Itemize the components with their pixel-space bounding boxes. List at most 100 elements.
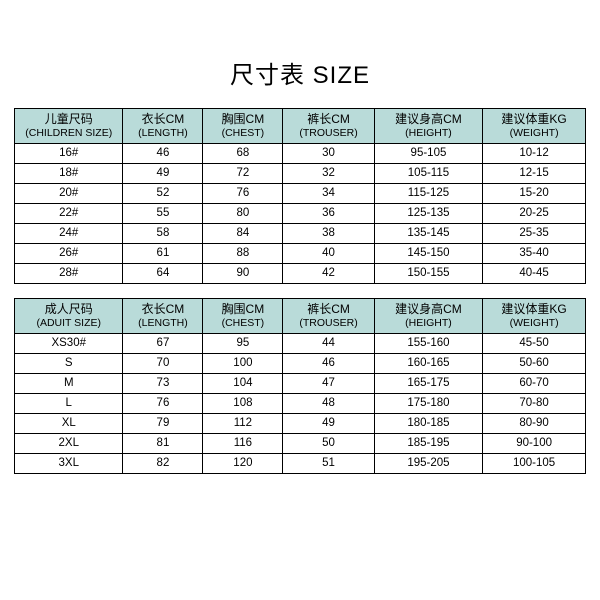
table-row: 18#497232105-11512-15	[15, 164, 586, 184]
table-cell: 46	[123, 144, 203, 164]
table-cell: 81	[123, 434, 203, 454]
table-header-row: 儿童尺码(CHILDREN SIZE)衣长CM(LENGTH)胸围CM(CHES…	[15, 109, 586, 144]
table-cell: 115-125	[374, 184, 482, 204]
table-cell: 51	[283, 454, 374, 474]
table-cell: M	[15, 374, 123, 394]
table-cell: 10-12	[483, 144, 586, 164]
table-cell: 44	[283, 334, 374, 354]
table-cell: 82	[123, 454, 203, 474]
column-header-cn: 建议身高CM	[375, 113, 482, 127]
table-row: 22#558036125-13520-25	[15, 204, 586, 224]
table-row: XS30#679544155-16045-50	[15, 334, 586, 354]
table-cell: 38	[283, 224, 374, 244]
table-cell: 15-20	[483, 184, 586, 204]
table-cell: 60-70	[483, 374, 586, 394]
table-cell: L	[15, 394, 123, 414]
table-cell: 90	[203, 264, 283, 284]
table-cell: 80	[203, 204, 283, 224]
table-cell: 28#	[15, 264, 123, 284]
table-cell: 100-105	[483, 454, 586, 474]
column-header: 建议身高CM(HEIGHT)	[374, 109, 482, 144]
table-cell: 88	[203, 244, 283, 264]
table-cell: 55	[123, 204, 203, 224]
table-cell: 67	[123, 334, 203, 354]
table-cell: 160-165	[374, 354, 482, 374]
column-header-en: (HEIGHT)	[375, 317, 482, 329]
table-cell: 185-195	[374, 434, 482, 454]
column-header-en: (CHEST)	[203, 317, 282, 329]
table-row: 28#649042150-15540-45	[15, 264, 586, 284]
table-cell: 70	[123, 354, 203, 374]
column-header-en: (LENGTH)	[123, 317, 202, 329]
column-header-cn: 胸围CM	[203, 303, 282, 317]
table-cell: 100	[203, 354, 283, 374]
table-cell: 40-45	[483, 264, 586, 284]
table-row: 24#588438135-14525-35	[15, 224, 586, 244]
table-cell: 42	[283, 264, 374, 284]
table-cell: 20#	[15, 184, 123, 204]
size-chart: 尺寸表 SIZE 儿童尺码(CHILDREN SIZE)衣长CM(LENGTH)…	[0, 0, 600, 600]
table-row: 16#46683095-10510-12	[15, 144, 586, 164]
column-header-en: (TROUSER)	[283, 127, 373, 139]
column-header: 衣长CM(LENGTH)	[123, 299, 203, 334]
table-cell: 64	[123, 264, 203, 284]
table-cell: 40	[283, 244, 374, 264]
table-cell: 145-150	[374, 244, 482, 264]
column-header-cn: 衣长CM	[123, 113, 202, 127]
column-header-cn: 裤长CM	[283, 113, 373, 127]
table-cell: 45-50	[483, 334, 586, 354]
column-header-cn: 建议身高CM	[375, 303, 482, 317]
column-header-cn: 成人尺码	[15, 303, 122, 317]
column-header-en: (WEIGHT)	[483, 127, 585, 139]
column-header-cn: 建议体重KG	[483, 113, 585, 127]
column-header-cn: 建议体重KG	[483, 303, 585, 317]
table-cell: 112	[203, 414, 283, 434]
table-cell: 61	[123, 244, 203, 264]
table-cell: 12-15	[483, 164, 586, 184]
table-cell: 2XL	[15, 434, 123, 454]
column-header-en: (LENGTH)	[123, 127, 202, 139]
table-cell: 108	[203, 394, 283, 414]
table-cell: 105-115	[374, 164, 482, 184]
column-header: 儿童尺码(CHILDREN SIZE)	[15, 109, 123, 144]
table-cell: 46	[283, 354, 374, 374]
table-cell: 116	[203, 434, 283, 454]
column-header-cn: 胸围CM	[203, 113, 282, 127]
column-header-en: (ADUIT SIZE)	[15, 317, 122, 329]
table-cell: 49	[283, 414, 374, 434]
column-header: 建议身高CM(HEIGHT)	[374, 299, 482, 334]
table-cell: 52	[123, 184, 203, 204]
table-cell: 72	[203, 164, 283, 184]
table-cell: 79	[123, 414, 203, 434]
table-cell: 32	[283, 164, 374, 184]
table-cell: 30	[283, 144, 374, 164]
table-cell: 24#	[15, 224, 123, 244]
table-row: M7310447165-17560-70	[15, 374, 586, 394]
column-header: 裤长CM(TROUSER)	[283, 109, 374, 144]
table-cell: S	[15, 354, 123, 374]
table-cell: 18#	[15, 164, 123, 184]
table-spacer	[14, 284, 586, 298]
table-cell: 35-40	[483, 244, 586, 264]
table-cell: 195-205	[374, 454, 482, 474]
table-cell: 50-60	[483, 354, 586, 374]
column-header-cn: 衣长CM	[123, 303, 202, 317]
table-cell: 25-35	[483, 224, 586, 244]
column-header-cn: 儿童尺码	[15, 113, 122, 127]
column-header: 衣长CM(LENGTH)	[123, 109, 203, 144]
adult-size-table: 成人尺码(ADUIT SIZE)衣长CM(LENGTH)胸围CM(CHEST)裤…	[14, 298, 586, 474]
table-row: 20#527634115-12515-20	[15, 184, 586, 204]
table-row: S7010046160-16550-60	[15, 354, 586, 374]
column-header-en: (CHILDREN SIZE)	[15, 127, 122, 139]
table-row: 26#618840145-15035-40	[15, 244, 586, 264]
table-row: 2XL8111650185-19590-100	[15, 434, 586, 454]
table-cell: 58	[123, 224, 203, 244]
page-title: 尺寸表 SIZE	[14, 55, 586, 90]
table-cell: 16#	[15, 144, 123, 164]
table-row: L7610848175-18070-80	[15, 394, 586, 414]
column-header: 裤长CM(TROUSER)	[283, 299, 374, 334]
table-cell: 84	[203, 224, 283, 244]
table-cell: 20-25	[483, 204, 586, 224]
column-header-en: (WEIGHT)	[483, 317, 585, 329]
table-cell: 26#	[15, 244, 123, 264]
